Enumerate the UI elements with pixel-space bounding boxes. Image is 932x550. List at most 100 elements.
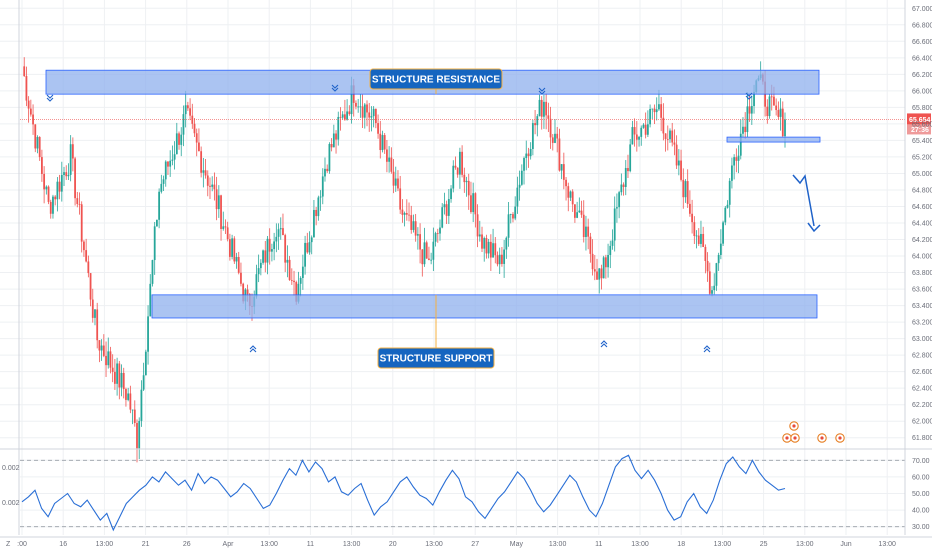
candle-body: [228, 239, 231, 257]
price-tick-label: 64.600: [912, 204, 932, 211]
chevron-up-icon: [703, 345, 711, 353]
candle-body: [728, 180, 731, 205]
candle-body: [569, 191, 572, 198]
candle-body: [403, 213, 406, 215]
zone-label-box: [377, 347, 495, 369]
candle-body: [664, 133, 667, 139]
candle-body: [611, 240, 614, 246]
candle-body: [638, 136, 640, 140]
candle-body: [379, 133, 382, 151]
oscillator-line: [21, 454, 786, 532]
candle-body: [242, 283, 245, 302]
time-tick-label: 18: [677, 541, 685, 548]
time-tick-label: 21: [142, 541, 150, 548]
candle-body: [525, 153, 528, 159]
oscillator-panel: [20, 454, 905, 532]
candle-body: [206, 175, 209, 186]
candle-body: [622, 184, 625, 187]
candle-body: [587, 226, 590, 237]
candle-body: [496, 255, 499, 265]
price-tick-label: 64.200: [912, 237, 932, 244]
candle-body: [613, 208, 616, 241]
candle-body: [89, 273, 92, 300]
candle-body: [215, 189, 218, 210]
candle-body: [607, 254, 609, 268]
candle-body: [465, 180, 468, 183]
candle-body: [144, 351, 147, 376]
candle-body: [111, 367, 114, 372]
candle-body: [447, 199, 450, 216]
axis-corner-label: Z: [6, 541, 11, 548]
candle-body: [414, 221, 417, 236]
candle-body: [549, 118, 552, 138]
chevron-down-icon: [331, 84, 339, 92]
candle-body: [560, 164, 563, 171]
candle-body: [470, 195, 472, 213]
candle-body: [562, 164, 565, 180]
candle-body: [374, 108, 377, 124]
candle-body: [313, 209, 315, 238]
candle-body: [726, 204, 729, 208]
candle-body: [330, 144, 333, 148]
osc-tick-label: 40.00: [912, 508, 930, 515]
candle-body: [390, 157, 393, 172]
price-tick-label: 61.800: [912, 435, 932, 442]
candle-body: [319, 196, 322, 198]
candle-body: [443, 204, 446, 208]
candle-body: [731, 165, 733, 181]
candle-body: [697, 235, 700, 244]
candle-body: [642, 124, 645, 128]
osc-tick-label: 30.00: [912, 524, 930, 531]
candle-body: [308, 242, 311, 253]
candle-body: [573, 204, 576, 218]
candle-body: [425, 242, 428, 259]
candle-body: [399, 188, 402, 210]
candle-body: [456, 167, 459, 175]
candle-body: [142, 375, 145, 390]
candle-body: [737, 155, 740, 161]
candle-body: [691, 213, 694, 223]
candle-body: [191, 115, 194, 124]
candle-body: [680, 160, 682, 180]
candle-body: [777, 110, 780, 117]
candle-body: [593, 269, 596, 272]
candle-body: [343, 114, 346, 120]
candle-body: [299, 277, 302, 284]
candle-body: [195, 133, 198, 143]
candle-body: [485, 238, 488, 254]
time-tick-label: 13:00: [260, 541, 278, 548]
candle-body: [240, 272, 242, 284]
candle-body: [277, 229, 280, 237]
candle-body: [74, 158, 76, 199]
candle-body: [669, 130, 671, 140]
candle-body: [591, 253, 594, 270]
candle-body: [781, 108, 784, 137]
candle-body: [706, 260, 709, 272]
annotations: STRUCTURE RESISTANCE STRUCTURE SUPPORT 65.…: [20, 68, 931, 443]
event-icon-dot: [792, 424, 796, 428]
candle-body: [529, 148, 532, 157]
candle-body: [551, 137, 554, 143]
price-tick-label: 62.200: [912, 402, 932, 409]
candle-body: [268, 238, 271, 252]
candle-body: [49, 201, 52, 214]
candle-body: [29, 108, 32, 115]
candle-body: [34, 124, 37, 149]
candle-body: [454, 165, 457, 168]
candle-body: [627, 168, 629, 172]
candle-body: [131, 409, 134, 411]
candle-body: [47, 186, 50, 202]
candle-body: [326, 168, 329, 172]
candle-body: [773, 96, 775, 106]
price-tick-label: 63.800: [912, 270, 932, 277]
candle-body: [368, 112, 371, 118]
price-tick-label: 64.400: [912, 221, 932, 228]
time-tick-label: 27: [471, 541, 479, 548]
candle-body: [746, 106, 749, 133]
candle-body: [361, 106, 364, 118]
candle-body: [686, 181, 689, 204]
candle-body: [120, 372, 123, 388]
candle-body: [209, 185, 211, 187]
candle-body: [279, 228, 282, 230]
countdown-value: 27:36: [911, 127, 929, 134]
